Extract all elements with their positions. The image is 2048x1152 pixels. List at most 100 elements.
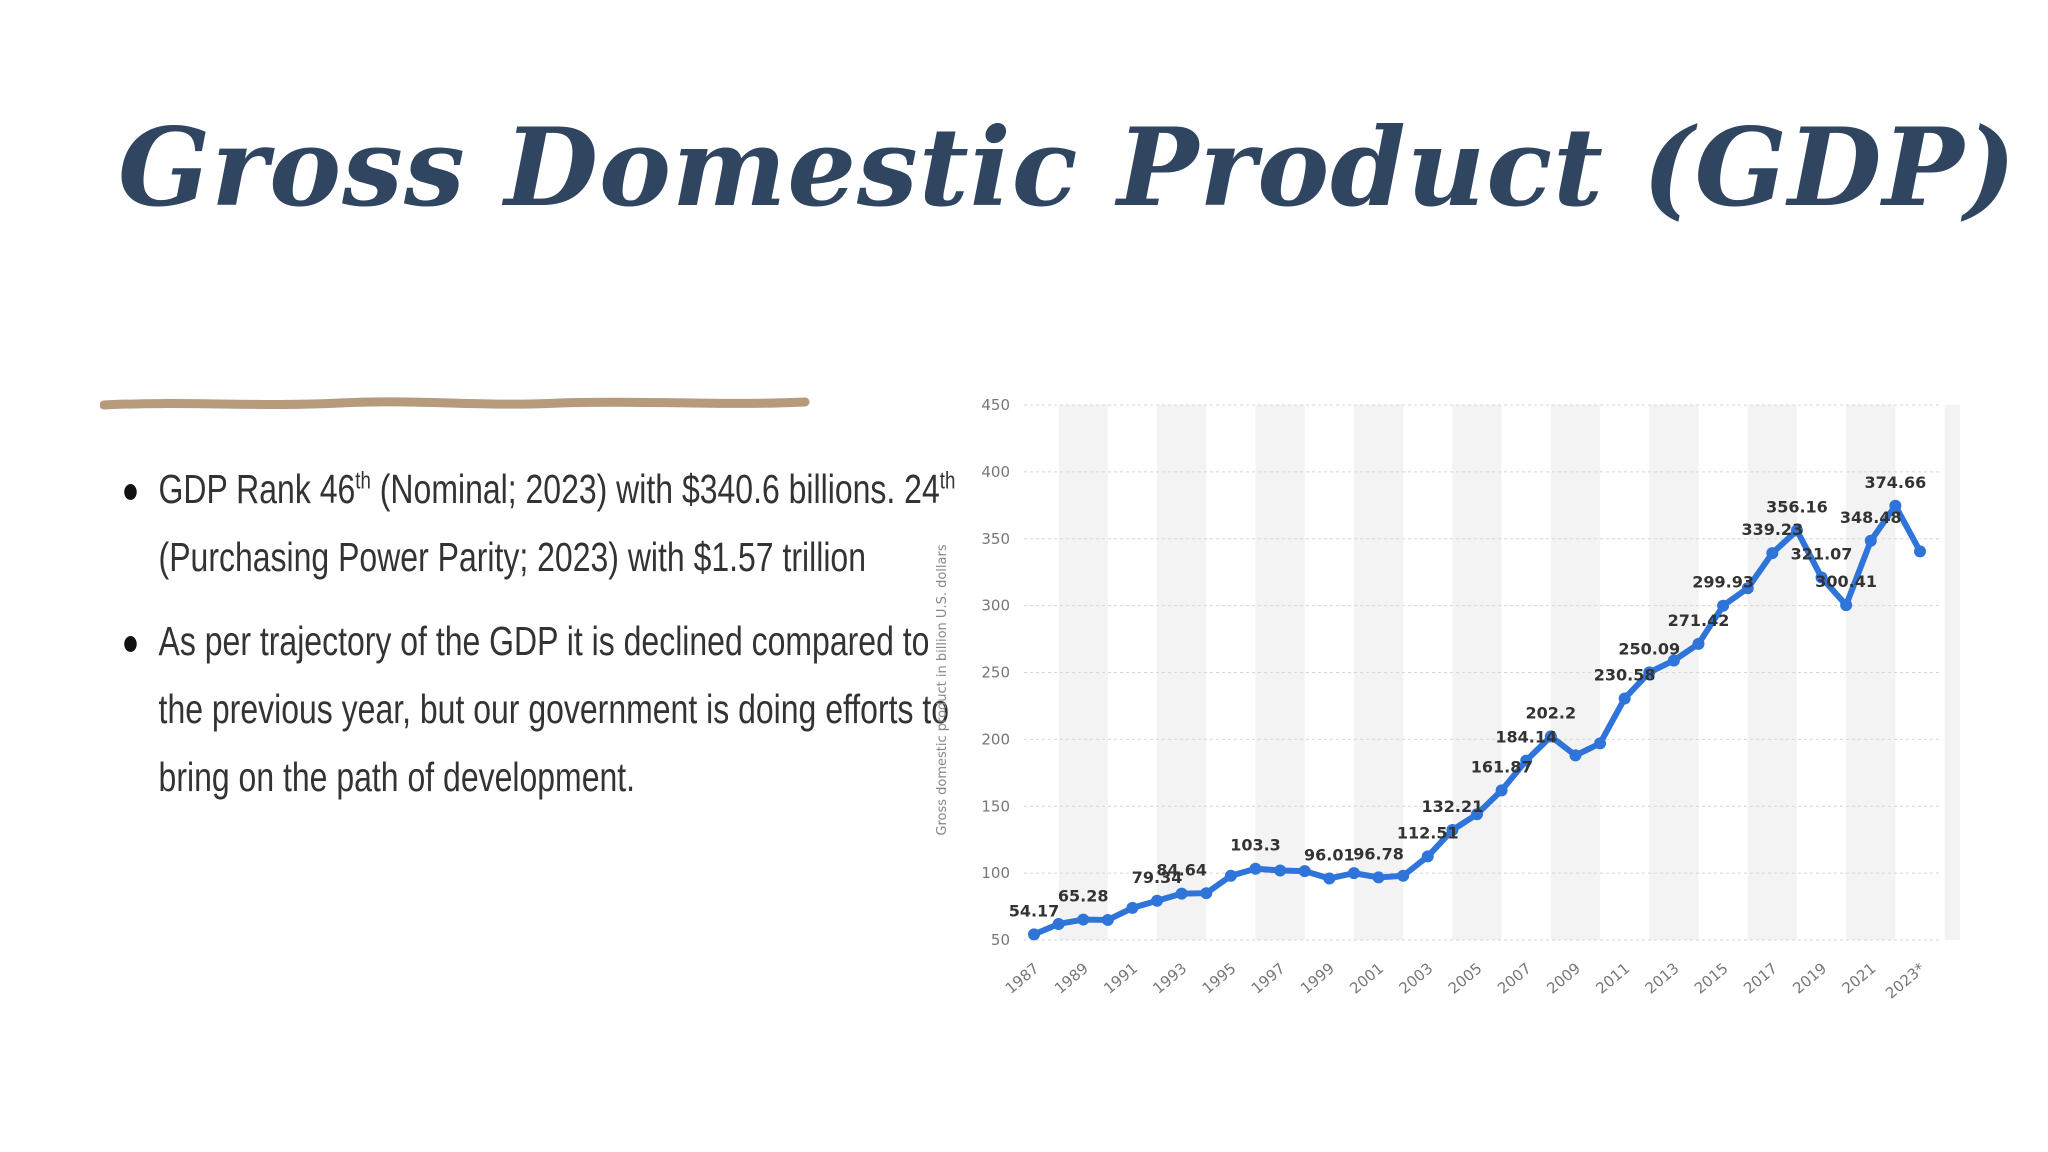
- data-label: 348.48: [1840, 508, 1902, 527]
- data-point: [1224, 869, 1237, 882]
- data-point: [1692, 637, 1705, 650]
- y-tick-label: 350: [981, 530, 1010, 548]
- x-tick-label: 2009: [1543, 959, 1584, 997]
- data-point: [1594, 737, 1607, 750]
- trajectory-text: As per trajectory of the GDP it is decli…: [158, 618, 950, 800]
- x-tick-label: 1995: [1199, 959, 1240, 997]
- data-point: [1790, 524, 1803, 537]
- bullet-item-trajectory: As per trajectory of the GDP it is decli…: [118, 607, 962, 811]
- x-tick-label: 2015: [1691, 959, 1732, 997]
- decorative-brush-divider: [100, 397, 810, 410]
- chart-band: [1058, 405, 1108, 940]
- data-point: [1520, 754, 1533, 767]
- data-point: [1397, 869, 1410, 882]
- data-label: 79.34: [1132, 868, 1183, 887]
- superscript: th: [939, 467, 956, 495]
- x-tick-label: 1999: [1297, 959, 1338, 997]
- data-point: [1495, 784, 1508, 797]
- data-point: [1741, 582, 1754, 595]
- data-point: [1766, 547, 1779, 560]
- data-point: [1421, 850, 1434, 863]
- y-tick-label: 150: [981, 797, 1010, 815]
- x-tick-label: 2013: [1642, 959, 1683, 997]
- y-tick-label: 400: [981, 463, 1010, 481]
- x-tick-label: 1989: [1051, 959, 1092, 997]
- slide-title: Gross Domestic Product (GDP): [118, 105, 2017, 231]
- y-tick-label: 50: [991, 931, 1010, 949]
- x-tick-label: 2023*: [1882, 959, 1929, 1002]
- data-label: 230.58: [1594, 665, 1656, 684]
- data-point: [1889, 499, 1902, 512]
- x-tick-label: 2019: [1789, 959, 1830, 997]
- data-label: 112.51: [1397, 823, 1459, 842]
- data-label: 299.93: [1692, 573, 1754, 592]
- bullet-list: GDP Rank 46th (Nominal; 2023) with $340.…: [118, 455, 955, 827]
- data-point: [1544, 730, 1557, 743]
- data-point: [1471, 808, 1483, 821]
- x-tick-label: 2003: [1396, 959, 1437, 997]
- data-label: 300.41: [1815, 572, 1877, 591]
- data-label: 374.66: [1865, 473, 1927, 492]
- x-tick-label: 1991: [1100, 959, 1141, 997]
- ppp-text: (Purchasing Power Parity; 2023) with $1.…: [158, 534, 867, 580]
- data-point: [1323, 872, 1336, 885]
- gdp-chart: 50 100 150 200 250 300 350 400 450 1987 1989 1991 1…: [920, 370, 1994, 1020]
- y-tick-label: 450: [981, 396, 1010, 414]
- data-point: [1274, 864, 1287, 877]
- data-label: 339.23: [1741, 520, 1803, 539]
- data-label: 321.07: [1791, 544, 1853, 563]
- data-point: [1200, 887, 1213, 900]
- data-label: 96.78: [1353, 844, 1404, 863]
- x-tick-label: 1993: [1149, 959, 1190, 997]
- x-tick-label: 2007: [1494, 959, 1535, 997]
- data-point: [1372, 871, 1385, 884]
- data-point: [1569, 749, 1582, 762]
- bullet-dot: [124, 636, 137, 652]
- y-tick-label: 100: [981, 864, 1010, 882]
- y-tick-label: 200: [981, 730, 1010, 748]
- data-point: [1864, 534, 1877, 547]
- chart-series: [1028, 499, 1926, 941]
- data-point: [1446, 824, 1459, 837]
- data-point: [1175, 887, 1188, 900]
- x-tick-label: 2021: [1839, 959, 1880, 997]
- data-point: [1101, 913, 1114, 926]
- chart-band: [1747, 405, 1797, 940]
- x-tick-label: 2011: [1592, 959, 1633, 997]
- data-label: 184.14: [1495, 728, 1557, 747]
- data-point: [1249, 862, 1262, 875]
- x-tick-label: 2005: [1445, 959, 1486, 997]
- data-label: 84.64: [1156, 861, 1207, 880]
- data-point: [1052, 917, 1065, 930]
- data-label: 103.3: [1230, 836, 1281, 855]
- nominal-text: (Nominal; 2023) with $340.6 billions. 24: [370, 466, 940, 512]
- chart-grid: [1024, 404, 1940, 941]
- x-tick-label: 1997: [1248, 959, 1289, 997]
- x-tick-label: 2001: [1346, 959, 1387, 997]
- data-label: 356.16: [1766, 498, 1828, 517]
- data-point: [1840, 599, 1853, 612]
- bullet-item-gdp-rank: GDP Rank 46th (Nominal; 2023) with $340.…: [118, 455, 962, 591]
- x-axis-ticks: 1987 1989 1991 1993 1995 1997 1999 2001 2003 2005…: [1002, 959, 1929, 1002]
- data-point: [1298, 865, 1311, 878]
- x-tick-label: 2017: [1740, 959, 1781, 997]
- data-point: [1028, 928, 1040, 941]
- data-point: [1815, 571, 1828, 584]
- data-point: [1717, 599, 1730, 612]
- y-axis-label: Gross domestic product in billion U.S. d…: [935, 544, 950, 835]
- data-label: 202.2: [1526, 703, 1577, 722]
- data-point: [1618, 692, 1631, 705]
- data-label: 65.28: [1058, 887, 1109, 906]
- gdp-rank-text: GDP Rank 46: [158, 466, 356, 512]
- y-tick-label: 300: [981, 597, 1010, 615]
- data-point: [1151, 894, 1164, 907]
- superscript: th: [355, 467, 371, 495]
- y-axis-ticks: 50 100 150 200 250 300 350 400 450: [981, 396, 1010, 949]
- data-label: 54.17: [1009, 901, 1060, 920]
- chart-band: [1255, 405, 1305, 940]
- data-point: [1667, 654, 1680, 667]
- data-label: 250.09: [1618, 639, 1680, 658]
- data-label: 271.42: [1668, 611, 1730, 630]
